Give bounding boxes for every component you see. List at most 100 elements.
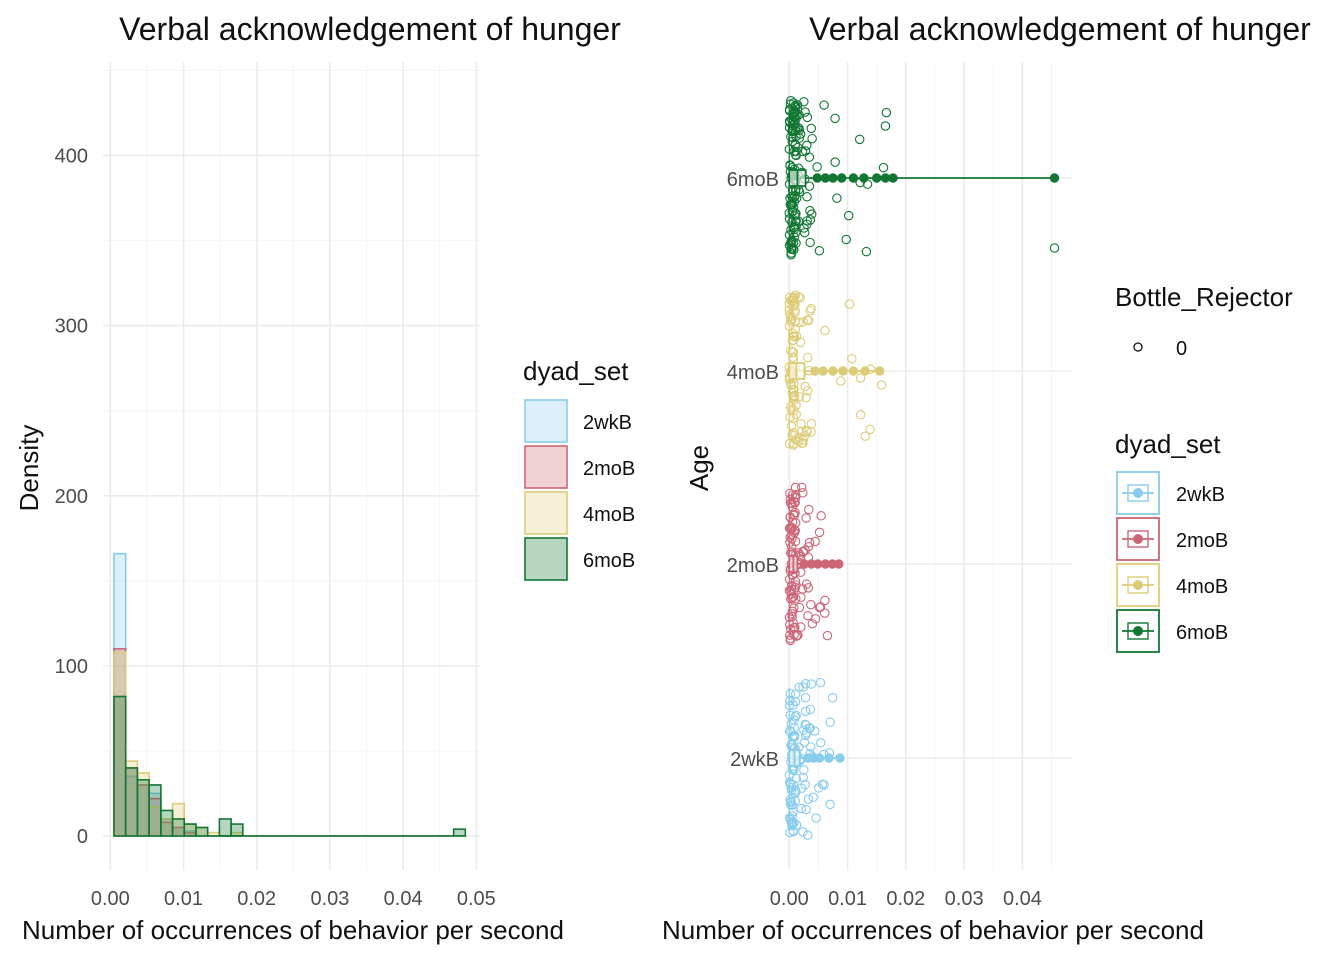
jitter-point [787, 125, 798, 136]
jitter-point [786, 380, 797, 390]
jitter-point [800, 692, 811, 703]
jitter-point [801, 392, 811, 403]
jitter-point [786, 421, 797, 431]
legend-key-2moB [524, 445, 568, 489]
jitter-point [786, 796, 796, 807]
jitter-point [795, 292, 805, 303]
legend-label-2wkB: 2wkB [1176, 484, 1225, 506]
jitter-point [832, 193, 842, 203]
jitter-point [796, 419, 806, 429]
jitter-point [794, 602, 805, 613]
series-4moB-box [788, 301, 885, 441]
jitter-point [817, 779, 828, 790]
y-tick-label: 100 [55, 656, 88, 678]
jitter-point [820, 608, 830, 618]
jitter-point [830, 113, 840, 124]
jitter-point [798, 772, 808, 783]
legend-key-inner-box [1127, 576, 1149, 594]
histogram-bar [230, 823, 244, 837]
legend-key-2wkB [524, 399, 568, 443]
jitter-point [789, 307, 800, 318]
jitter-point [786, 816, 796, 827]
jitter-point [806, 599, 816, 610]
jitter-point [802, 192, 812, 202]
series-4moB-bars [113, 651, 466, 837]
jitter-point [814, 602, 825, 613]
jitter-point [785, 695, 795, 706]
histogram-bar [113, 695, 127, 837]
legend-key-box [1116, 517, 1160, 561]
outlier-point [860, 366, 870, 376]
jitter-point [801, 720, 811, 730]
series-2moB-box [788, 494, 844, 634]
jitter-point [794, 317, 804, 328]
jitter-point [815, 677, 826, 688]
jitter-point [790, 106, 801, 116]
outlier-point [818, 366, 828, 376]
jitter-point [807, 133, 817, 144]
jitter-point [791, 631, 801, 641]
legend-label-6moB: 6moB [1176, 622, 1228, 644]
jitter-point [785, 512, 796, 522]
jitter-point [803, 583, 814, 593]
legend-label-2moB: 2moB [583, 458, 635, 480]
legend-label-4moB: 4moB [1176, 576, 1228, 598]
left-legend-title: dyad_set [523, 356, 629, 386]
jitter-point [786, 541, 797, 552]
category-label-6moB: 6moB [727, 169, 779, 191]
jitter-point [790, 126, 801, 136]
bottle-rejector-legend: Bottle_Rejector 0 [1115, 282, 1293, 360]
jitter-point [841, 234, 851, 245]
jitter-point [785, 710, 795, 721]
jitter-point [805, 237, 815, 248]
y-tick-label: 200 [55, 486, 88, 508]
jitter-point [799, 227, 810, 238]
histogram-bars [113, 552, 467, 837]
jitter-point [819, 100, 829, 110]
right-legend-title: dyad_set [1115, 429, 1221, 459]
jitter-point [798, 827, 808, 837]
left-y-axis-label: Density [14, 425, 44, 512]
x-tick-label: 0.04 [1003, 888, 1042, 910]
jitter-point [786, 236, 797, 246]
jitter-point [836, 376, 846, 386]
jitter-point [809, 726, 820, 736]
jitter-point [876, 380, 887, 390]
jitter-point [785, 633, 796, 644]
histogram-bar [136, 779, 150, 837]
jitter-point [791, 710, 801, 721]
histogram-bar [171, 818, 186, 837]
jitter-point [798, 682, 808, 692]
x-tick-label: 0.00 [770, 888, 809, 910]
jitter-point [787, 430, 797, 440]
series-2wkB-bars [113, 552, 466, 837]
x-tick-label: 0.02 [237, 888, 276, 910]
jitter-point [825, 717, 835, 727]
jitter-point [787, 609, 797, 619]
jitter-point [796, 622, 806, 632]
jitter-point [803, 830, 813, 840]
jitter-point [785, 586, 795, 597]
category-label-2moB: 2moB [727, 555, 779, 577]
legend-key-box [1116, 609, 1160, 653]
jitter-point [806, 742, 816, 752]
jitter-point [787, 498, 797, 509]
boxplot-category-labels: 2wkB 2moB 4moB 6moB [727, 169, 779, 771]
jitter-point [814, 245, 825, 256]
jitter-point [791, 238, 801, 248]
jitter-point [790, 482, 801, 493]
legend-key-inner-box [1127, 484, 1149, 502]
jitter-point [799, 725, 809, 735]
histogram-y-tick-labels: 0 100 200 300 400 [55, 146, 88, 848]
right-y-axis-label: Age [684, 445, 714, 491]
legend-key-box [1116, 563, 1160, 607]
jitter-point [847, 353, 857, 364]
jitter-point [798, 547, 809, 557]
series-6moB-box [788, 108, 1060, 248]
legend-key-point [1133, 488, 1143, 498]
jitter-point [785, 827, 795, 838]
outlier-point [838, 366, 848, 376]
legend-key-point [1133, 534, 1143, 544]
series-6moB-jitter [784, 96, 1060, 260]
histogram-x-tick-labels: 0.00 0.01 0.02 0.03 0.04 0.05 [91, 888, 496, 910]
